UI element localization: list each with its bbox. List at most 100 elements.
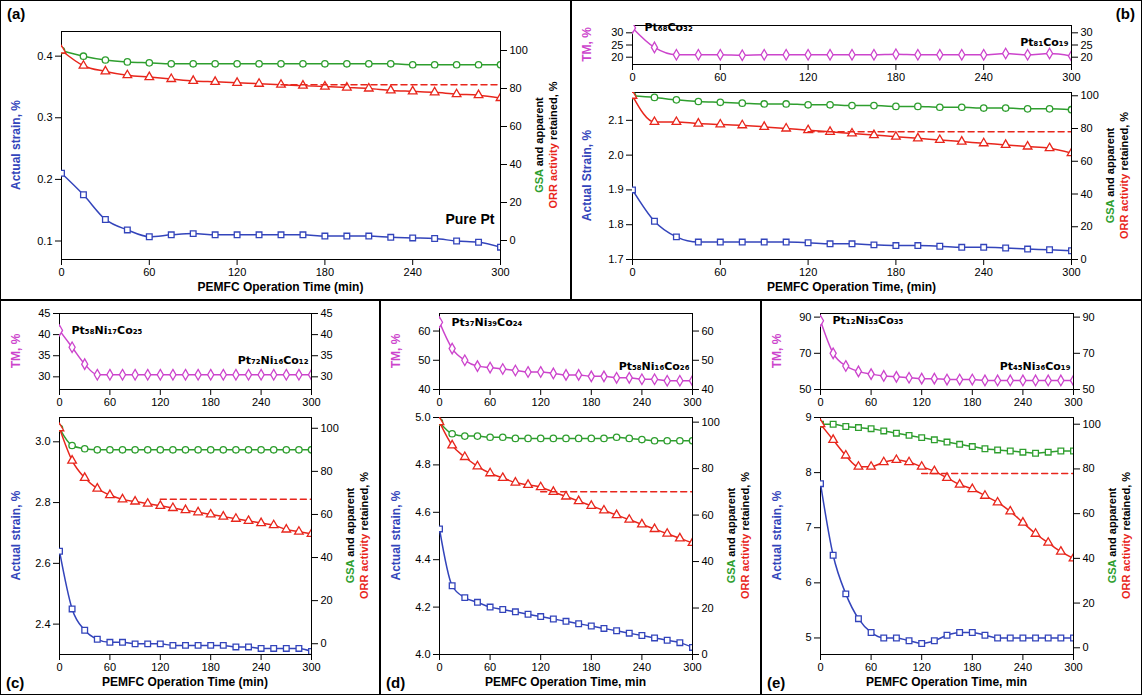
svg-text:60: 60: [104, 396, 116, 408]
svg-text:4.6: 4.6: [415, 506, 430, 518]
svg-text:240: 240: [975, 266, 993, 278]
svg-text:GSA and apparent: GSA and apparent: [344, 487, 356, 583]
svg-text:40: 40: [702, 383, 714, 395]
svg-text:PEMFC Operation Time, (min): PEMFC Operation Time, (min): [767, 280, 936, 294]
svg-text:70: 70: [799, 347, 811, 359]
svg-text:20: 20: [1083, 597, 1095, 609]
svg-text:0: 0: [817, 661, 823, 673]
svg-text:30: 30: [611, 26, 623, 38]
svg-text:300: 300: [683, 396, 701, 408]
svg-text:0: 0: [1081, 253, 1087, 265]
svg-text:6: 6: [805, 576, 811, 588]
svg-text:180: 180: [887, 71, 905, 83]
svg-text:ORR activity retained, %: ORR activity retained, %: [1118, 112, 1130, 239]
svg-text:2.8: 2.8: [35, 496, 50, 508]
svg-text:Pt₅₈Ni₁₆Co₂₆: Pt₅₈Ni₁₆Co₂₆: [619, 360, 690, 373]
svg-text:80: 80: [702, 462, 714, 474]
svg-text:4.4: 4.4: [415, 553, 430, 565]
svg-text:300: 300: [1062, 71, 1080, 83]
svg-text:25: 25: [611, 39, 623, 51]
svg-text:2.0: 2.0: [608, 149, 623, 161]
svg-text:0: 0: [436, 396, 442, 408]
svg-text:PEMFC Operation Time, min: PEMFC Operation Time, min: [485, 675, 646, 689]
svg-text:300: 300: [683, 661, 701, 673]
svg-text:90: 90: [799, 311, 811, 323]
svg-text:0.1: 0.1: [37, 235, 52, 247]
svg-text:300: 300: [1064, 396, 1082, 408]
svg-text:60: 60: [714, 71, 726, 83]
svg-text:60: 60: [865, 661, 877, 673]
svg-text:60: 60: [321, 508, 333, 520]
svg-text:20: 20: [321, 594, 333, 606]
svg-text:180: 180: [582, 661, 600, 673]
svg-text:30: 30: [38, 370, 50, 382]
svg-text:50: 50: [1083, 383, 1095, 395]
svg-text:0: 0: [56, 661, 62, 673]
svg-text:240: 240: [1014, 661, 1032, 673]
svg-text:35: 35: [321, 349, 333, 361]
svg-text:60: 60: [143, 266, 155, 278]
svg-text:Pt₆₈Co₃₂: Pt₆₈Co₃₂: [645, 21, 693, 34]
svg-text:Pt₇₂Ni₁₆Co₁₂: Pt₇₂Ni₁₆Co₁₂: [238, 354, 309, 367]
svg-text:Actual strain, %: Actual strain, %: [9, 490, 23, 580]
svg-text:300: 300: [302, 661, 320, 673]
svg-text:4.2: 4.2: [415, 601, 430, 613]
svg-text:100: 100: [702, 416, 720, 428]
svg-text:60: 60: [702, 509, 714, 521]
svg-text:20: 20: [611, 51, 623, 63]
svg-text:70: 70: [1083, 347, 1095, 359]
svg-text:120: 120: [799, 266, 817, 278]
svg-text:ORR activity retained, %: ORR activity retained, %: [739, 472, 751, 599]
svg-text:60: 60: [702, 325, 714, 337]
svg-text:2.6: 2.6: [35, 557, 50, 569]
svg-text:120: 120: [151, 661, 169, 673]
svg-text:30: 30: [321, 370, 333, 382]
svg-text:0.4: 0.4: [37, 50, 52, 62]
svg-text:180: 180: [582, 396, 600, 408]
svg-text:120: 120: [913, 396, 931, 408]
svg-text:60: 60: [714, 266, 726, 278]
svg-text:180: 180: [887, 266, 905, 278]
svg-text:0.3: 0.3: [37, 111, 52, 123]
svg-text:240: 240: [975, 71, 993, 83]
svg-text:0: 0: [629, 266, 635, 278]
svg-text:20: 20: [1081, 220, 1093, 232]
svg-text:80: 80: [1081, 122, 1093, 134]
svg-text:0: 0: [702, 648, 708, 660]
svg-text:0: 0: [321, 637, 327, 649]
svg-text:40: 40: [321, 328, 333, 340]
svg-text:90: 90: [1083, 311, 1095, 323]
svg-text:TM, %: TM, %: [770, 333, 784, 368]
svg-text:300: 300: [1062, 266, 1080, 278]
svg-text:9: 9: [805, 411, 811, 423]
svg-text:PEMFC Operation Time (min): PEMFC Operation Time (min): [102, 675, 268, 689]
svg-text:240: 240: [633, 661, 651, 673]
svg-text:45: 45: [321, 307, 333, 319]
svg-text:PEMFC Operation Time (min): PEMFC Operation Time (min): [198, 280, 364, 294]
svg-text:180: 180: [963, 661, 981, 673]
svg-text:GSA and apparent: GSA and apparent: [725, 487, 737, 583]
svg-text:Pt₄₅Ni₃₆Co₁₉: Pt₄₅Ni₃₆Co₁₉: [1000, 360, 1071, 373]
svg-text:40: 40: [1083, 552, 1095, 564]
svg-text:5: 5: [805, 631, 811, 643]
svg-text:300: 300: [491, 266, 509, 278]
svg-text:30: 30: [1081, 26, 1093, 38]
svg-text:2.4: 2.4: [35, 618, 50, 630]
svg-text:35: 35: [38, 349, 50, 361]
svg-text:50: 50: [702, 354, 714, 366]
svg-text:2.1: 2.1: [608, 114, 623, 126]
svg-text:240: 240: [252, 661, 270, 673]
svg-text:120: 120: [228, 266, 246, 278]
svg-text:GSA and apparent: GSA and apparent: [533, 97, 545, 193]
svg-text:0: 0: [629, 71, 635, 83]
svg-text:180: 180: [202, 396, 220, 408]
svg-text:0: 0: [436, 661, 442, 673]
svg-text:25: 25: [1081, 39, 1093, 51]
svg-text:60: 60: [418, 325, 430, 337]
svg-text:Actual strain, %: Actual strain, %: [9, 100, 23, 190]
svg-text:1.7: 1.7: [608, 253, 623, 265]
svg-text:180: 180: [316, 266, 334, 278]
svg-text:120: 120: [151, 396, 169, 408]
svg-text:Actual strain, %: Actual strain, %: [770, 490, 784, 580]
svg-text:PEMFC Operation Time, min: PEMFC Operation Time, min: [866, 675, 1027, 689]
